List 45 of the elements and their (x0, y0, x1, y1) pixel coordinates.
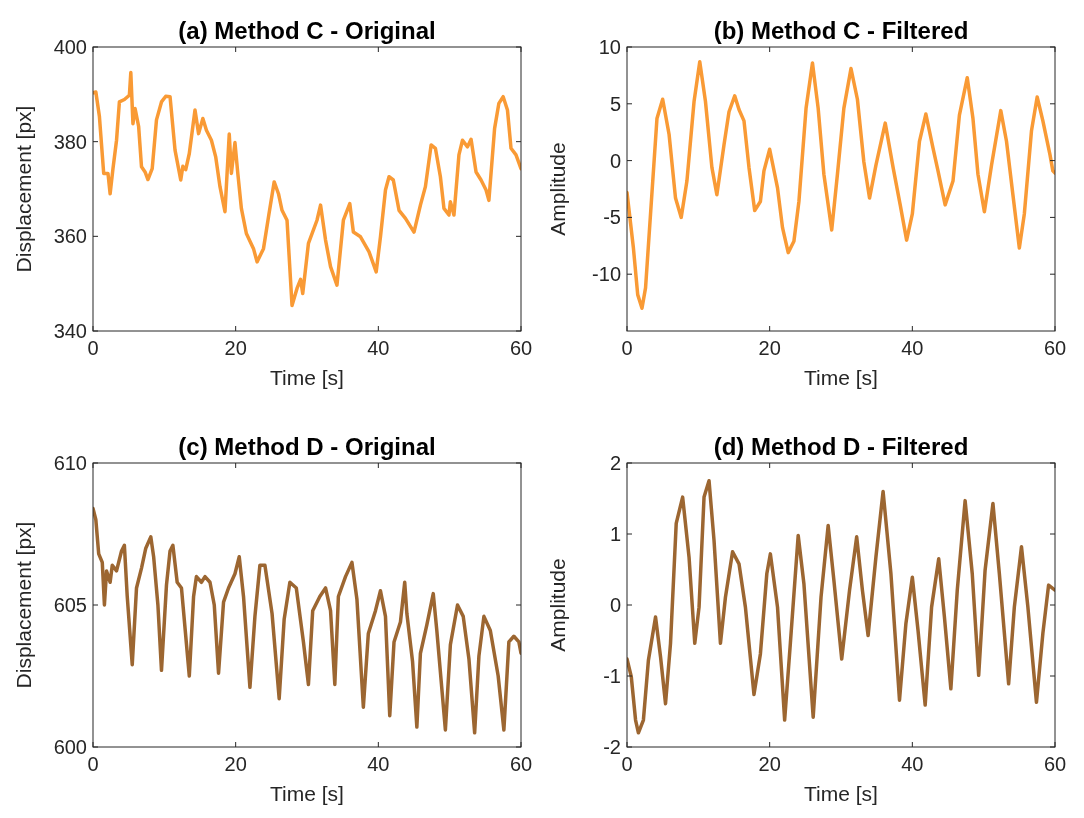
y-tick-label: 2 (609, 452, 621, 474)
y-axis-title: Amplitude (546, 142, 569, 236)
x-axis-title: Time [s] (270, 366, 344, 389)
x-tick-label: 20 (224, 753, 247, 775)
y-tick-label: 0 (609, 594, 621, 616)
y-tick-label: -2 (603, 736, 621, 758)
line-series (93, 506, 521, 735)
x-axis-title: Time [s] (804, 782, 878, 805)
x-tick-label: 40 (901, 753, 924, 775)
y-tick-label: 5 (609, 92, 621, 115)
x-tick-label: 60 (509, 753, 533, 775)
line-series (627, 60, 1055, 311)
x-tick-label: 40 (367, 337, 390, 359)
y-tick-label: -10 (592, 263, 621, 286)
x-tick-label: 20 (758, 753, 781, 775)
chart-title: (c) Method D - Original (178, 433, 436, 460)
x-tick-label: 40 (901, 337, 924, 359)
x-tick-label: 20 (758, 337, 781, 359)
x-axis-title: Time [s] (804, 366, 878, 389)
y-tick-label: 0 (609, 149, 621, 172)
x-tick-label: 60 (1043, 337, 1067, 359)
x-tick-label: 40 (367, 753, 390, 775)
y-tick-label: 400 (53, 36, 87, 58)
chart-title: (a) Method C - Original (178, 17, 436, 44)
x-tick-label: 60 (1043, 753, 1067, 775)
y-tick-label: -5 (603, 206, 621, 229)
x-axis-title: Time [s] (270, 782, 344, 805)
x-tick-label: 60 (509, 337, 533, 359)
y-tick-label: 610 (53, 452, 87, 474)
y-tick-label: 340 (53, 320, 87, 342)
chart-title: (d) Method D - Filtered (713, 433, 969, 460)
y-tick-label: 605 (53, 594, 87, 616)
chart-title: (b) Method C - Filtered (713, 17, 969, 44)
y-tick-label: 360 (53, 225, 87, 248)
y-axis-title: Amplitude (546, 558, 569, 652)
y-tick-label: 10 (598, 36, 621, 58)
line-series (627, 479, 1055, 735)
y-axis-title: Displacement [px] (12, 521, 35, 689)
y-tick-label: 600 (53, 736, 87, 758)
line-series (93, 70, 521, 308)
y-axis-title: Displacement [px] (12, 105, 35, 273)
y-tick-label: -1 (603, 665, 621, 687)
y-tick-label: 380 (53, 130, 87, 153)
x-tick-label: 20 (224, 337, 247, 359)
y-tick-label: 1 (609, 523, 621, 545)
